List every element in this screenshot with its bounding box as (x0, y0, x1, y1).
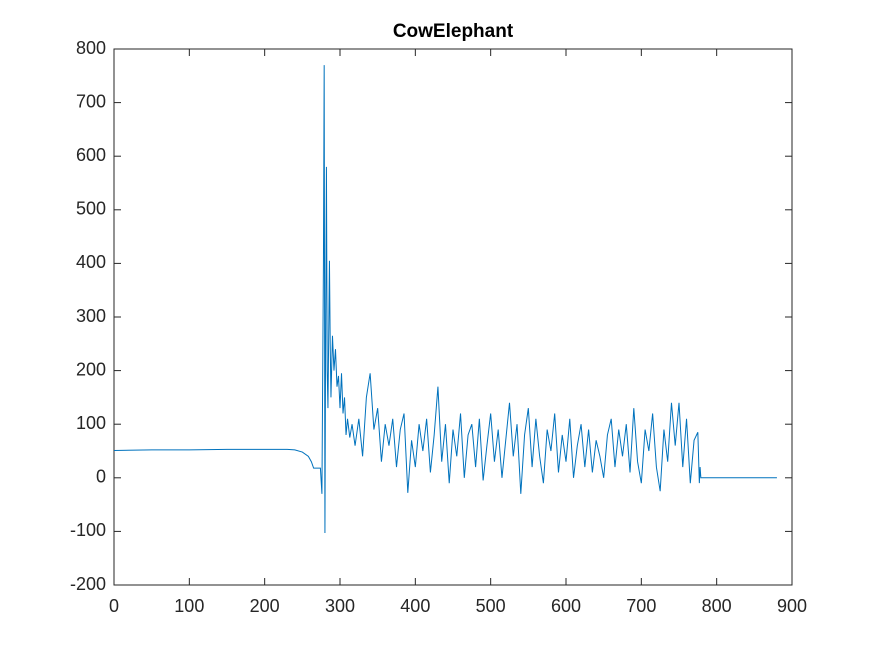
y-tick-label: -100 (70, 520, 106, 540)
x-tick-label: 800 (702, 596, 732, 616)
x-tick-label: 400 (400, 596, 430, 616)
x-tick-label: 100 (174, 596, 204, 616)
y-tick-label: 500 (76, 199, 106, 219)
y-tick-label: 700 (76, 91, 106, 111)
x-tick-label: 700 (626, 596, 656, 616)
x-tick-label: 0 (109, 596, 119, 616)
x-tick-label: 300 (325, 596, 355, 616)
x-tick-label: 200 (250, 596, 280, 616)
chart-title: CowElephant (393, 21, 514, 42)
y-tick-label: 600 (76, 145, 106, 165)
line-series (113, 65, 777, 534)
y-tick-label: 0 (96, 467, 106, 487)
y-tick-label: 200 (76, 359, 106, 379)
y-tick-label: 300 (76, 306, 106, 326)
y-tick-label: -200 (70, 574, 106, 594)
x-tick-label: 500 (476, 596, 506, 616)
y-tick-label: 400 (76, 252, 106, 272)
x-tick-label: 600 (551, 596, 581, 616)
y-tick-label: 800 (76, 38, 106, 58)
y-tick-label: 100 (76, 413, 106, 433)
x-tick-label: 900 (777, 596, 807, 616)
